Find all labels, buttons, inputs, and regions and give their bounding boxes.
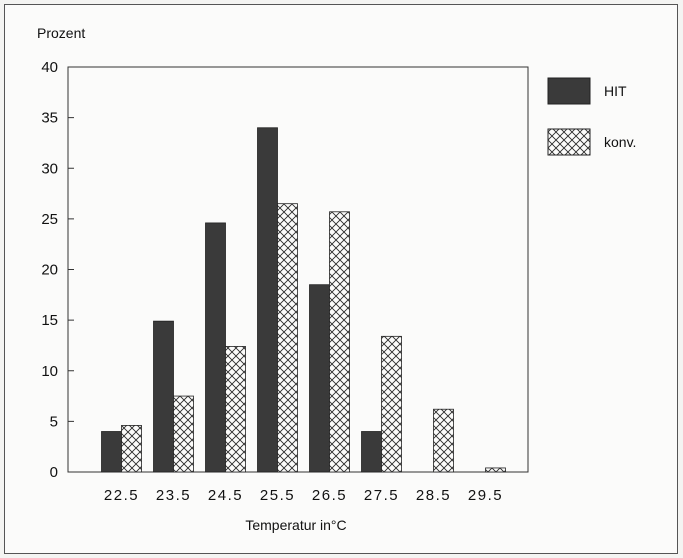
y-axis-title: Prozent [37,25,85,41]
bars-group [101,127,506,473]
x-axis: 22.5 23.5 24.5 25.5 26.5 27.5 28.5 29.5 [104,487,503,504]
legend-swatch-hit [547,77,591,105]
legend-label-konv: konv. [604,134,636,150]
x-axis-title: Temperatur in°C [245,517,346,533]
bar-konv-26-5 [329,211,350,473]
bar-konv-27-5 [381,335,402,473]
y-tick-label: 5 [50,413,58,430]
x-tick-label: 26.5 [312,487,347,504]
bar-hit-26-5 [309,284,330,473]
bar-hit-25-5 [257,127,278,473]
x-tick-label: 23.5 [156,487,191,504]
y-tick-label: 20 [41,262,58,279]
bar-hit-27-5 [361,431,382,473]
legend-swatch-konv [547,128,591,156]
x-tick-label: 22.5 [104,487,139,504]
x-tick-label: 27.5 [364,487,399,504]
bar-hit-23-5 [153,320,174,473]
bar-konv-25-5 [277,203,298,473]
y-axis: 0 5 10 15 20 25 30 35 40 [41,59,74,481]
x-tick-label: 29.5 [468,487,503,504]
y-tick-label: 10 [41,363,58,380]
x-tick-label: 28.5 [416,487,451,504]
y-tick-label: 40 [41,59,58,76]
plot-area [67,66,529,473]
x-tick-label: 24.5 [208,487,243,504]
legend-label-hit: HIT [604,83,627,99]
bar-hit-24-5 [205,222,226,473]
bar-konv-24-5 [225,346,246,473]
bar-hit-22-5 [101,431,122,473]
y-tick-label: 15 [41,312,58,329]
bar-konv-23-5 [173,395,194,473]
legend: HIT konv. [547,77,636,156]
y-tick-label: 25 [41,211,58,228]
y-tick-label: 0 [50,464,58,481]
y-tick-label: 30 [41,160,58,177]
bar-konv-28-5 [433,408,454,473]
bar-konv-29-5 [485,467,506,473]
y-tick-label: 35 [41,110,58,127]
x-tick-label: 25.5 [260,487,295,504]
bar-konv-22-5 [121,425,142,473]
